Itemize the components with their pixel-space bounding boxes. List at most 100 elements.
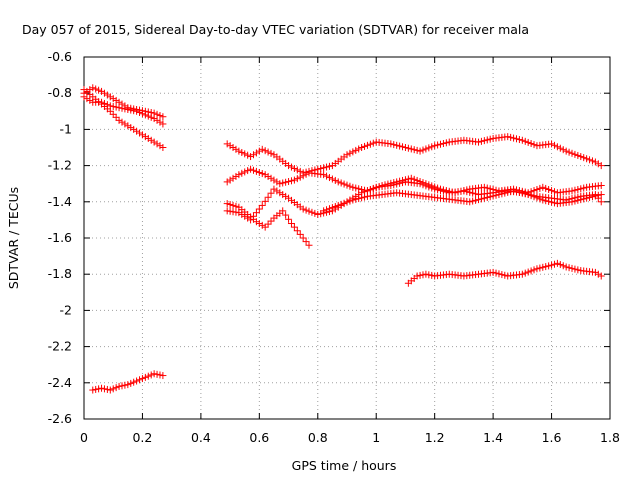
data-point-marker bbox=[109, 102, 117, 110]
data-point-marker bbox=[489, 268, 497, 276]
data-point-marker bbox=[226, 176, 234, 184]
data-point-marker bbox=[431, 142, 439, 150]
data-point-marker bbox=[325, 205, 333, 213]
data-point-marker bbox=[235, 171, 243, 179]
data-point-marker bbox=[352, 146, 360, 154]
data-point-marker bbox=[565, 148, 573, 156]
data-point-marker bbox=[416, 147, 424, 155]
y-tick-labels: -2.6 -2.4 -2.2 -2 -1.8 -1.6 -1.4 -1.2 -1 -0.8 -0.6 bbox=[48, 49, 72, 426]
data-point-marker bbox=[223, 178, 231, 186]
data-point-marker bbox=[562, 147, 570, 155]
x-tick-label: 1.6 bbox=[542, 430, 562, 445]
data-point-marker bbox=[597, 191, 605, 199]
data-point-marker bbox=[232, 202, 240, 210]
data-point-marker bbox=[112, 103, 120, 111]
data-point-marker bbox=[393, 141, 401, 149]
data-point-marker bbox=[287, 163, 295, 171]
data-point-marker bbox=[136, 129, 144, 137]
data-point-marker bbox=[475, 138, 482, 146]
data-point-marker bbox=[305, 241, 313, 249]
data-point-marker bbox=[597, 182, 605, 190]
data-point-marker bbox=[121, 381, 129, 389]
data-point-marker bbox=[518, 270, 526, 278]
data-point-marker bbox=[352, 184, 360, 192]
data-point-marker bbox=[287, 220, 295, 228]
data-point-marker bbox=[574, 266, 582, 274]
data-point-marker bbox=[352, 195, 360, 203]
data-point-marker bbox=[290, 223, 298, 231]
data-point-marker bbox=[361, 193, 369, 201]
data-point-marker bbox=[527, 140, 535, 148]
series-track-c bbox=[80, 86, 167, 151]
y-tick-label: -0.6 bbox=[48, 49, 72, 64]
data-point-marker bbox=[302, 170, 310, 178]
data-point-marker bbox=[305, 207, 313, 215]
data-point-marker bbox=[264, 193, 272, 201]
series-track-h bbox=[223, 200, 313, 249]
data-point-marker bbox=[103, 91, 111, 99]
data-point-marker bbox=[141, 133, 149, 141]
data-point-marker bbox=[393, 180, 401, 188]
data-point-marker bbox=[261, 147, 269, 155]
y-tick-label: -1 bbox=[60, 121, 72, 136]
data-point-marker bbox=[159, 144, 167, 151]
data-point-marker bbox=[226, 201, 234, 209]
data-point-marker bbox=[510, 134, 518, 142]
data-point-marker bbox=[89, 386, 97, 394]
data-point-marker bbox=[568, 187, 576, 195]
data-point-marker bbox=[279, 191, 287, 199]
data-point-marker bbox=[574, 151, 582, 159]
x-tick-label: 0.4 bbox=[191, 430, 211, 445]
data-point-marker bbox=[597, 198, 605, 206]
data-point-marker bbox=[580, 154, 588, 162]
data-point-marker bbox=[147, 371, 155, 379]
data-point-marker bbox=[480, 183, 488, 191]
data-point-marker bbox=[530, 193, 538, 201]
data-point-marker bbox=[469, 189, 477, 197]
data-point-marker bbox=[407, 145, 415, 153]
data-point-marker bbox=[150, 138, 158, 146]
data-point-marker bbox=[112, 113, 120, 121]
data-point-marker bbox=[153, 140, 161, 148]
data-point-marker bbox=[130, 107, 138, 115]
y-tick-label: -1.2 bbox=[48, 158, 72, 173]
data-point-marker bbox=[252, 149, 260, 157]
data-point-marker bbox=[591, 268, 599, 276]
data-point-marker bbox=[138, 110, 146, 118]
data-point-marker bbox=[355, 145, 363, 153]
data-point-marker bbox=[249, 151, 257, 159]
data-point-marker bbox=[287, 177, 295, 185]
data-point-marker bbox=[399, 143, 407, 151]
y-tick-label: -0.8 bbox=[48, 85, 72, 100]
data-point-marker bbox=[495, 191, 503, 199]
data-point-marker bbox=[130, 378, 138, 386]
data-point-marker bbox=[235, 147, 243, 155]
data-point-marker bbox=[296, 230, 304, 238]
data-point-marker bbox=[545, 197, 553, 205]
data-point-marker bbox=[463, 188, 471, 196]
data-point-marker bbox=[518, 189, 526, 197]
x-tick-label: 0.6 bbox=[249, 430, 269, 445]
data-point-marker bbox=[542, 197, 550, 205]
data-point-marker bbox=[349, 196, 357, 204]
data-point-marker bbox=[510, 187, 518, 195]
data-point-marker bbox=[343, 198, 351, 206]
data-point-marker bbox=[530, 141, 538, 149]
data-point-marker bbox=[285, 178, 293, 186]
data-point-marker bbox=[252, 209, 260, 217]
data-point-marker bbox=[293, 175, 301, 183]
data-point-marker bbox=[396, 179, 404, 187]
data-point-marker bbox=[542, 263, 550, 271]
data-point-marker bbox=[98, 384, 106, 392]
data-point-marker bbox=[226, 142, 234, 150]
data-point-marker bbox=[548, 140, 556, 148]
data-point-marker bbox=[229, 144, 237, 151]
data-point-marker bbox=[586, 193, 594, 201]
data-point-marker bbox=[290, 176, 298, 184]
data-point-marker bbox=[244, 167, 252, 175]
data-point-marker bbox=[270, 185, 278, 193]
data-point-marker bbox=[130, 125, 138, 133]
x-tick-label: 0.2 bbox=[132, 430, 152, 445]
data-point-marker bbox=[422, 145, 430, 153]
